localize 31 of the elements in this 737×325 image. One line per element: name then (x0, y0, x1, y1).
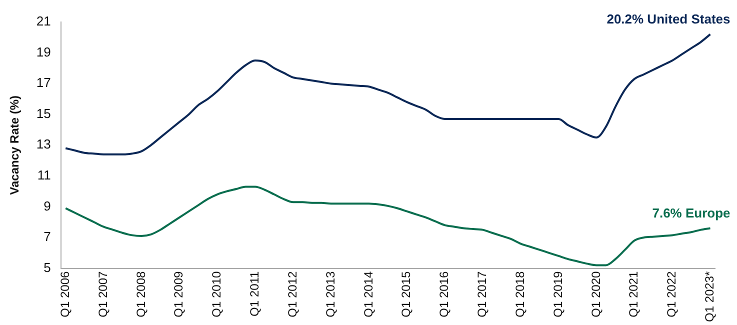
text: 20.2% United States (606, 11, 730, 26)
x-tick-label: Q1 2008 (134, 270, 148, 318)
x-tick-label: Q1 2013 (323, 270, 338, 318)
x-tick-label: Q1 2011 (248, 270, 262, 316)
y-tick-label: 5 (44, 260, 51, 275)
x-tick-label: Q1 2014 (361, 270, 376, 318)
y-tick-label: 7 (44, 229, 51, 244)
y-tick-label: 15 (36, 106, 51, 121)
y-tick-label: 11 (37, 168, 51, 183)
x-tick-label: Q1 2010 (210, 270, 224, 318)
x-tick-label: Q1 2016 (437, 270, 452, 318)
text: 7.6% Europe (652, 205, 730, 220)
x-tick-label: Q1 2022 (664, 270, 679, 318)
y-tick-label: 9 (44, 198, 51, 214)
x-tick-label: Q1 2012 (285, 270, 300, 318)
x-tick-label: Q1 2018 (512, 270, 527, 318)
x-tick-label: Q1 2015 (399, 270, 414, 318)
y-tick-label: 13 (36, 136, 51, 152)
y-tick-label: 21 (36, 14, 51, 29)
y-tick-label: 17 (36, 75, 51, 90)
line-series (64, 33, 712, 156)
x-tick-label: Q1 2007 (96, 270, 110, 318)
x-tick-label: Q1 2021 (626, 270, 641, 318)
x-tick-label: Q1 2019 (550, 270, 565, 318)
y-axis-title: Vacancy Rate (%) (8, 95, 22, 195)
x-tick-label: Q1 2017 (475, 270, 490, 318)
x-tick-label: Q1 2023* (702, 270, 717, 322)
x-tick-label: Q1 2020 (588, 270, 603, 318)
x-tick-label: Q1 2006 (58, 270, 72, 318)
x-tick-label: Q1 2009 (172, 270, 186, 318)
y-tick-label: 19 (36, 44, 51, 60)
